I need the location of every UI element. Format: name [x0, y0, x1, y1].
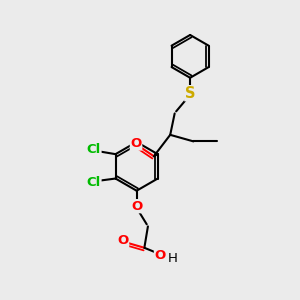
Text: S: S — [185, 86, 195, 101]
Text: Cl: Cl — [87, 176, 101, 189]
Text: Cl: Cl — [87, 143, 101, 156]
Text: O: O — [117, 234, 129, 247]
Text: O: O — [130, 137, 142, 150]
Text: H: H — [167, 252, 177, 265]
Text: O: O — [154, 249, 166, 262]
Text: O: O — [131, 200, 142, 213]
